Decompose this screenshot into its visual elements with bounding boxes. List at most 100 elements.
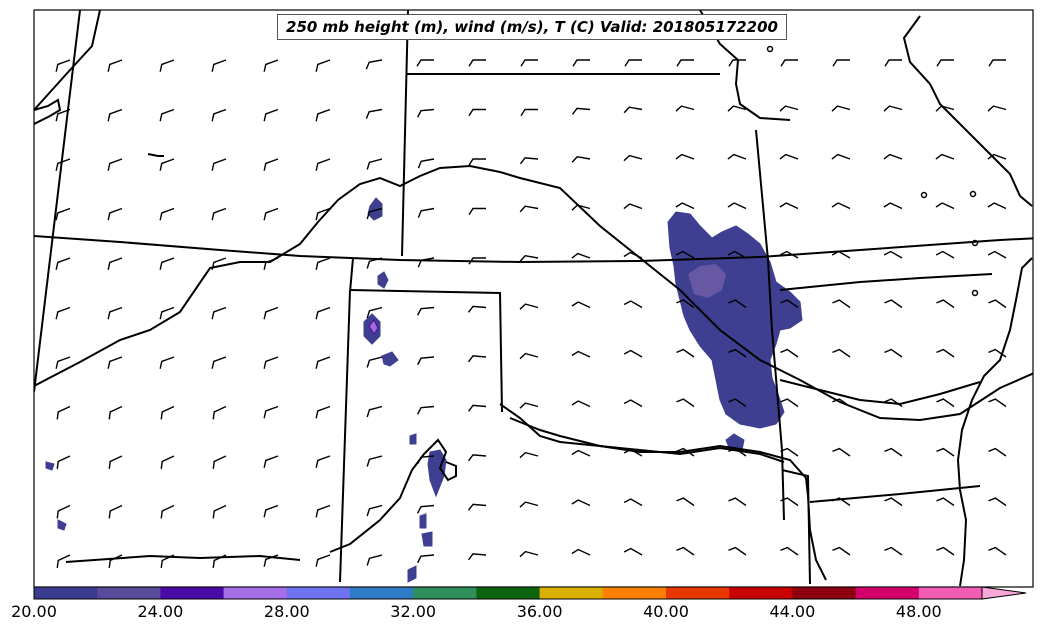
wind-barb	[315, 158, 331, 171]
wind-barb	[211, 257, 227, 270]
wind-barb	[728, 546, 747, 556]
wind-barb	[623, 547, 643, 556]
wind-barb	[315, 108, 331, 122]
wind-barb	[159, 158, 175, 171]
wind-barb	[987, 153, 1007, 160]
wind-barb	[107, 207, 123, 221]
wind-barb	[571, 204, 591, 211]
wind-barb	[211, 108, 227, 122]
wind-barb	[831, 105, 851, 112]
wind-barb	[727, 250, 747, 259]
wind-barb	[623, 203, 643, 210]
wind-barb	[987, 250, 1007, 259]
wind-barb	[780, 497, 799, 507]
wind-barb	[467, 355, 487, 363]
speed-region-small-5	[368, 319, 379, 335]
wind-barb	[315, 504, 331, 518]
colorbar-tick: 24.00	[137, 602, 184, 621]
wind-barb	[366, 405, 383, 418]
colorbar-tick: 28.00	[263, 602, 310, 621]
colorbar-outline	[33, 586, 983, 600]
wind-barb	[366, 504, 383, 517]
wind-barb	[416, 455, 435, 465]
wind-barb	[520, 59, 538, 67]
wind-barb	[417, 257, 435, 268]
wind-barb	[263, 108, 279, 122]
speed-region-inner	[688, 264, 726, 298]
wind-barb	[417, 158, 435, 169]
wind-barb	[728, 497, 747, 507]
colorbar-tick: 48.00	[895, 602, 942, 621]
wind-barb	[936, 546, 955, 556]
wind-barb	[728, 447, 747, 457]
colorbar-bin	[350, 587, 414, 599]
wind-barb	[55, 306, 71, 320]
wind-barb	[832, 59, 850, 67]
wind-barb	[571, 449, 591, 457]
wind-barb	[417, 207, 435, 218]
wind-barb	[160, 504, 175, 519]
wind-barb	[780, 348, 799, 358]
wind-barb	[55, 356, 71, 369]
wind-barb	[416, 554, 435, 564]
wind-barb	[212, 405, 227, 420]
wind-barb	[571, 301, 591, 309]
wind-barb	[831, 153, 851, 160]
wind-barb	[159, 59, 175, 72]
wind-barb	[212, 554, 227, 568]
wind-barb	[727, 202, 747, 210]
map-markers	[147, 45, 979, 297]
colorbar-tick-labels: 20.00 24.00 28.00 32.00 36.00 40.00 44.00 48.00	[0, 600, 1041, 630]
wind-barb	[623, 251, 643, 259]
wind-barb	[936, 59, 954, 67]
wind-barb	[160, 455, 175, 469]
colorbar-bin	[539, 587, 604, 599]
wind-barb	[416, 108, 435, 118]
wind-barb	[988, 348, 1007, 358]
wind-barb	[263, 455, 279, 468]
wind-barb	[676, 447, 695, 457]
wind-barb	[55, 59, 71, 72]
wind-barb	[779, 250, 799, 259]
wind-barb	[884, 447, 903, 457]
wind-barb	[366, 356, 383, 368]
wind-barb	[780, 546, 799, 556]
wind-barb	[988, 546, 1007, 556]
colorbar-tick: 36.00	[516, 602, 563, 621]
wind-barb	[779, 202, 799, 210]
wind-barb	[623, 154, 643, 162]
wind-barb	[416, 405, 435, 415]
wind-barb	[263, 306, 279, 320]
wind-barb	[884, 59, 902, 67]
wind-barb	[987, 202, 1007, 210]
wind-barb	[416, 306, 435, 316]
colorbar-bin	[792, 587, 857, 599]
wind-barb	[935, 250, 955, 259]
colorbar-bin	[855, 587, 920, 599]
wind-barb	[728, 398, 747, 408]
wind-barb	[883, 250, 903, 259]
wind-barb	[779, 105, 799, 112]
wind-barb	[936, 299, 955, 309]
wind-barb	[519, 501, 539, 508]
wind-barb	[988, 299, 1007, 309]
wind-barb	[988, 398, 1007, 408]
wind-barb	[159, 257, 175, 270]
wind-barb	[832, 348, 851, 358]
wind-barb	[780, 447, 799, 457]
wind-barb	[884, 299, 903, 309]
wind-barb	[55, 108, 71, 122]
colorbar-tick: 40.00	[643, 602, 689, 621]
wind-barb	[884, 497, 903, 507]
speed-region-small-8	[407, 565, 417, 583]
speed-region-small-11	[409, 433, 417, 445]
speed-region-small-6	[381, 351, 399, 367]
wind-barb	[159, 356, 175, 369]
wind-barb	[467, 404, 487, 412]
wind-barb	[623, 106, 643, 114]
wind-barb	[211, 59, 227, 72]
wind-barb	[624, 59, 642, 67]
wind-barb	[56, 504, 71, 519]
wind-barb	[519, 451, 539, 459]
wind-barb	[55, 207, 71, 221]
